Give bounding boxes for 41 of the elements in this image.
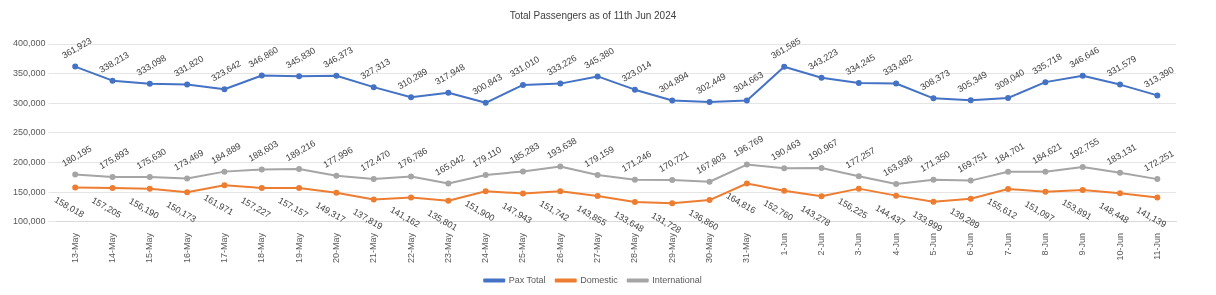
x-tick-label: 10-Jun <box>1114 232 1125 261</box>
x-tick-label: 27-May <box>592 232 603 264</box>
x-tick-label: 24-May <box>480 232 491 264</box>
x-tick-label: 31-May <box>741 232 752 264</box>
legend-label: Domestic <box>580 274 619 285</box>
x-tick-label: 11-Jun <box>1151 232 1162 260</box>
y-tick-label: 200,000 <box>12 157 46 168</box>
x-tick-label: 23-May <box>442 232 453 264</box>
x-tick-label: 17-May <box>218 232 229 264</box>
x-tick-label: 2-Jun <box>815 232 826 256</box>
x-tick-label: 29-May <box>666 232 677 264</box>
y-tick-label: 400,000 <box>12 38 46 49</box>
x-tick-label: 7-Jun <box>1002 232 1013 256</box>
x-tick-label: 16-May <box>181 232 192 264</box>
x-tick-label: 13-May <box>69 232 80 264</box>
x-tick-label: 25-May <box>517 232 528 264</box>
x-tick-label: 30-May <box>704 232 715 264</box>
x-tick-label: 1-Jun <box>778 232 789 256</box>
x-tick-label: 14-May <box>106 232 117 264</box>
x-tick-label: 21-May <box>368 232 379 264</box>
x-tick-label: 4-Jun <box>890 232 901 256</box>
x-tick-label: 3-Jun <box>853 232 864 256</box>
x-tick-label: 9-Jun <box>1077 232 1088 256</box>
x-tick-label: 18-May <box>256 232 267 264</box>
y-tick-label: 100,000 <box>12 216 46 227</box>
x-tick-label: 26-May <box>554 232 565 264</box>
legend-label: International <box>652 274 702 285</box>
x-tick-label: 28-May <box>629 232 640 264</box>
legend-label: Pax Total <box>508 274 546 285</box>
chart-title: Total Passengers as of 11th Jun 2024 <box>509 9 677 21</box>
y-tick-label: 150,000 <box>12 186 46 197</box>
x-tick-label: 20-May <box>330 232 341 264</box>
y-tick-label: 300,000 <box>12 97 46 108</box>
y-tick-label: 250,000 <box>12 127 46 138</box>
y-tick-label: 350,000 <box>12 68 46 79</box>
x-tick-label: 8-Jun <box>1039 232 1050 256</box>
x-tick-label: 15-May <box>144 232 155 264</box>
x-tick-label: 19-May <box>293 232 304 264</box>
x-tick-label: 6-Jun <box>965 232 976 256</box>
x-tick-label: 5-Jun <box>927 232 938 256</box>
x-tick-label: 22-May <box>405 232 416 264</box>
